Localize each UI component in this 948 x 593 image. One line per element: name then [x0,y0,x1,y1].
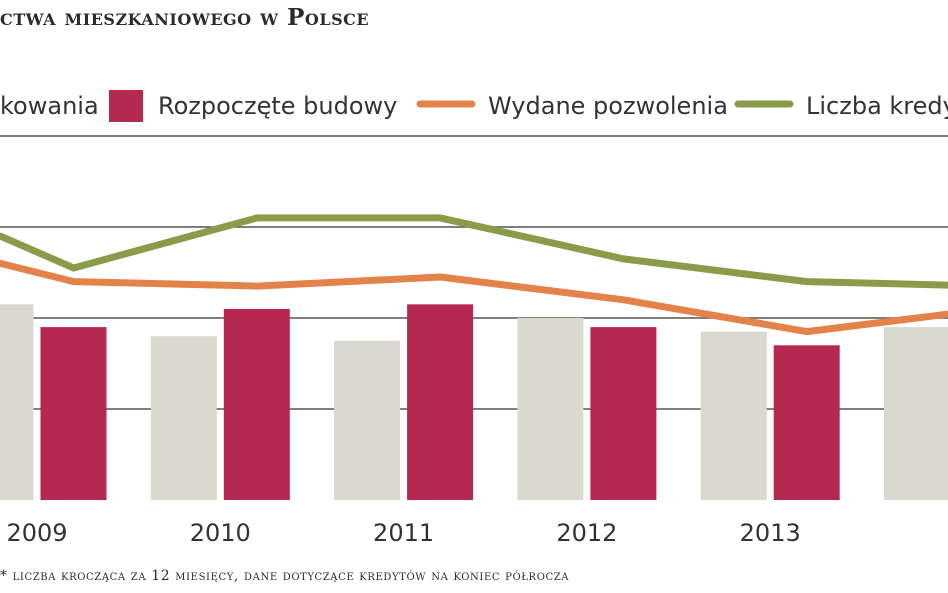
legend-item-1-label: kowania [0,92,99,120]
x-tick-label-2011: 2011 [373,519,434,547]
bar-series1-2012 [517,318,584,500]
legend: kowania Rozpoczęte budowy Wydane pozwoleni… [0,90,948,122]
wydane-pozwolenia-line [0,259,948,336]
bar-series1-2 [884,327,948,500]
bar-series2-2011 [407,304,474,500]
bar-series2-2012 [590,327,657,500]
bar-series1-2011 [334,340,401,500]
legend-item-2-swatch [109,90,143,122]
bar-series2-2013 [773,345,840,500]
liczba-kredytow-line [0,214,948,289]
legend-item-4-label: Liczba kredy [806,92,948,120]
chart-footnote: * liczba krocząca za 12 miesięcy, dane d… [0,568,570,584]
legend-item-2-label: Rozpoczęte budowy [158,92,397,120]
legend-item-3-label: Wydane pozwolenia [488,92,728,120]
bars [0,304,948,500]
bar-series1-2009 [0,304,34,500]
bar-series1-2010 [150,336,217,500]
chart-title: ctwa mieszkaniowego w Polsce [0,4,370,31]
x-tick-label-2013: 2013 [740,519,801,547]
x-axis-tick-labels: 200920102011201220132 [6,519,801,547]
series-lines [0,214,948,336]
bar-series2-2010 [223,308,290,500]
x-tick-label-2012: 2012 [556,519,617,547]
bar-series2-2009 [40,327,107,500]
x-tick-label-2009: 2009 [6,519,67,547]
x-tick-label-2010: 2010 [190,519,251,547]
bar-series1-2013 [700,331,767,500]
